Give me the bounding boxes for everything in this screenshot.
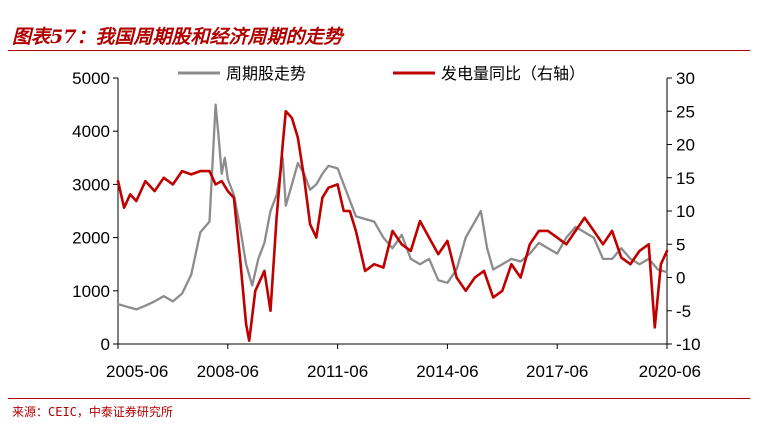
left-tick-label: 5000: [72, 69, 110, 88]
right-tick-label: -10: [676, 335, 701, 354]
left-tick-label: 2000: [72, 229, 110, 248]
left-tick-label: 0: [101, 335, 110, 354]
title-rule: [8, 50, 750, 51]
right-tick-label: 25: [676, 102, 695, 121]
left-tick-label: 4000: [72, 122, 110, 141]
right-tick-label: 0: [676, 269, 685, 288]
right-tick-label: 30: [676, 69, 695, 88]
plot-frame: [117, 78, 668, 345]
x-tick-label: 2017-06: [526, 362, 588, 381]
legend-label-1: 发电量同比（右轴）: [441, 64, 585, 83]
series-line-1: [116, 110, 669, 343]
x-tick-label: 2011-06: [307, 362, 368, 381]
left-tick-label: 3000: [72, 175, 110, 194]
figure-title: 图表57：我国周期股和经济周期的走势: [12, 26, 343, 48]
right-axis: 30 25 20 15 10 5 0 -5 -10: [667, 69, 701, 354]
series-layer: [116, 103, 669, 343]
right-tick-label: 15: [676, 169, 695, 188]
right-tick-label: 20: [676, 136, 695, 155]
x-tick-label: 2008-06: [197, 362, 259, 381]
right-tick-label: -5: [676, 302, 691, 321]
source-note: 来源：CEIC，中泰证券研究所: [12, 405, 173, 419]
right-tick-label: 10: [676, 202, 695, 221]
right-tick-label: 5: [676, 235, 685, 254]
left-axis: 5000 4000 3000 2000 1000 0: [72, 69, 118, 354]
footer-rule: [8, 398, 750, 399]
series-line-0: [116, 103, 669, 311]
x-tick-label: 2005-06: [106, 362, 168, 381]
legend-label-0: 周期股走势: [226, 64, 306, 83]
x-tick-label: 2020-06: [639, 362, 701, 381]
left-tick-label: 1000: [72, 282, 110, 301]
x-axis: 2005-06 2008-06 2011-06 2014-06 2017-06 2020-…: [106, 344, 701, 381]
x-tick-label: 2014-06: [416, 362, 478, 381]
legend: 周期股走势 发电量同比（右轴）: [178, 64, 585, 83]
